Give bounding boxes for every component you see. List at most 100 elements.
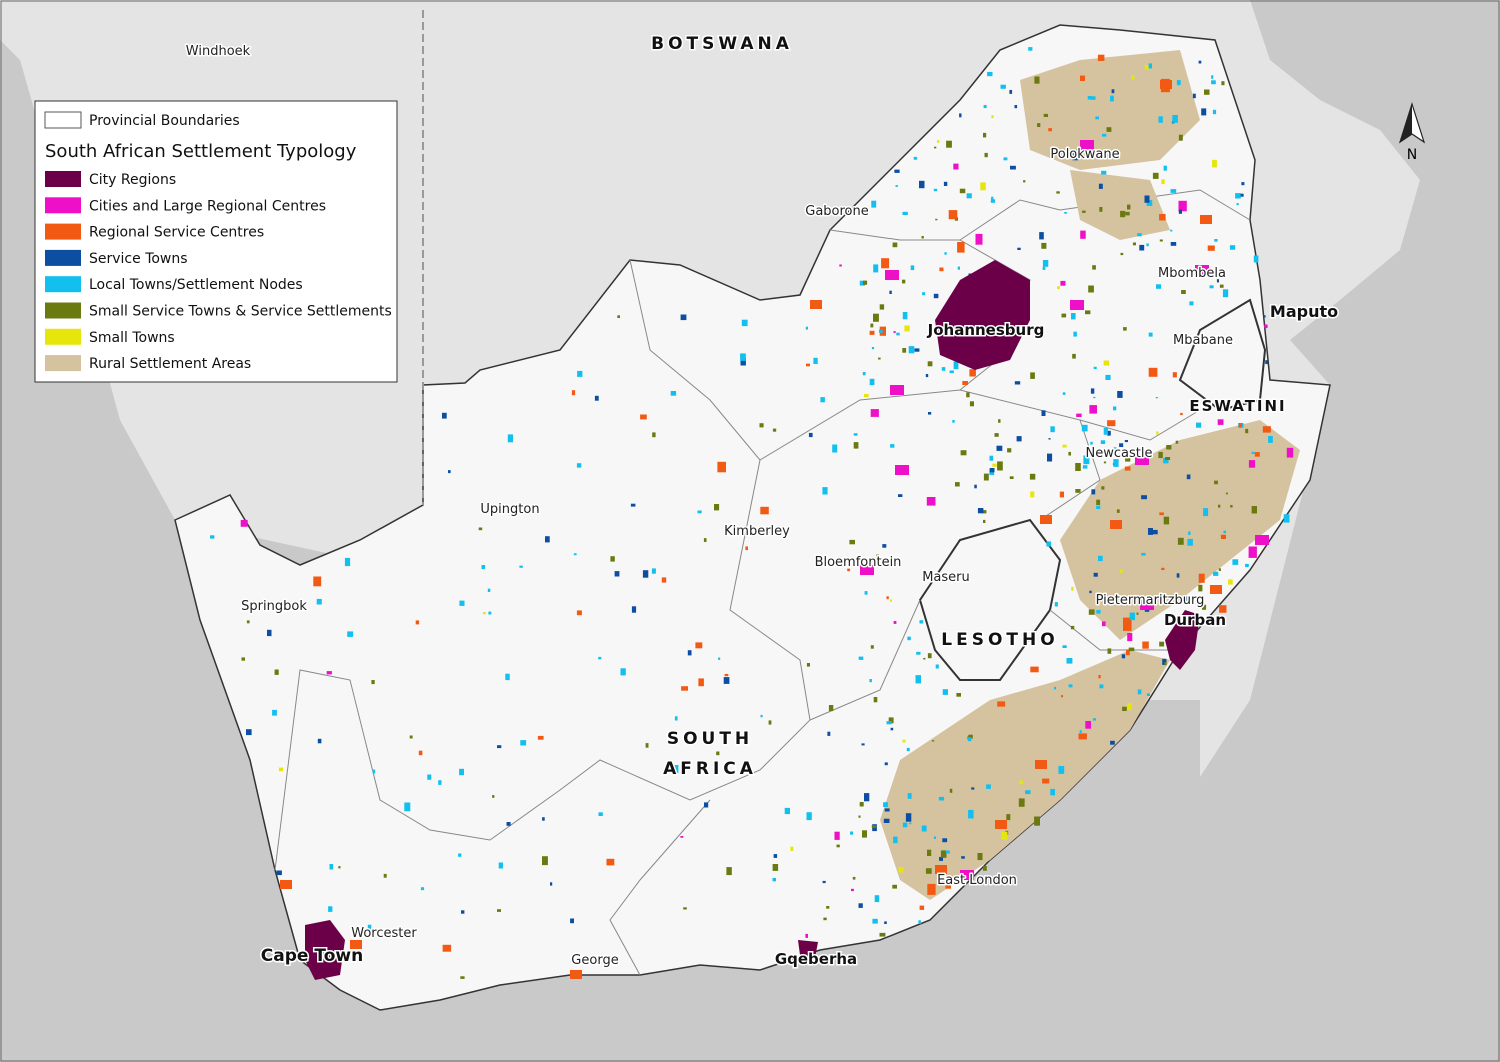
settlement (931, 740, 935, 742)
settlement (863, 280, 868, 285)
legend-swatch (45, 276, 81, 293)
settlement (1144, 195, 1150, 203)
settlement (1211, 80, 1216, 85)
settlement (571, 390, 576, 396)
settlement (1209, 285, 1214, 289)
settlement (942, 838, 948, 843)
settlement (902, 211, 908, 215)
settlement (1103, 461, 1107, 464)
settlement (1214, 480, 1218, 485)
settlement (1178, 209, 1182, 214)
settlement (975, 233, 983, 245)
settlement (1113, 406, 1117, 411)
settlement (888, 717, 894, 724)
settlement (1068, 684, 1073, 688)
settlement (1113, 459, 1119, 467)
settlement (1034, 76, 1040, 84)
settlement (925, 374, 929, 378)
settlement (839, 264, 842, 267)
settlement (991, 115, 994, 119)
settlement (790, 846, 794, 851)
ocean-east (1000, 330, 1500, 1062)
settlement (1127, 633, 1133, 642)
settlement (997, 701, 1006, 707)
settlement (427, 774, 432, 780)
settlement (813, 357, 818, 364)
settlement (1007, 448, 1012, 453)
settlement (1213, 571, 1219, 576)
settlement (1166, 445, 1172, 450)
settlement (570, 918, 574, 924)
settlement (1195, 265, 1209, 275)
settlement (1014, 105, 1018, 109)
settlement (1238, 423, 1242, 428)
settlement (1229, 245, 1236, 250)
settlement (740, 353, 746, 361)
settlement (1068, 451, 1071, 456)
settlement (883, 802, 888, 807)
settlement (881, 258, 890, 269)
settlement (1080, 75, 1085, 81)
settlement (367, 924, 372, 931)
settlement (1030, 666, 1039, 673)
settlement (858, 656, 864, 660)
settlement (1131, 75, 1135, 80)
place-label: Cape Town (261, 946, 363, 966)
settlement (882, 544, 887, 548)
settlement (1111, 89, 1115, 94)
settlement (1152, 172, 1159, 179)
settlement (1125, 211, 1130, 216)
settlement (497, 745, 502, 749)
north-label: N (1407, 147, 1417, 163)
settlement (933, 188, 938, 192)
settlement (1163, 458, 1169, 464)
settlement (1092, 265, 1096, 270)
settlement (1176, 573, 1180, 578)
settlement (1175, 440, 1179, 444)
settlement (1248, 460, 1256, 468)
settlement (1110, 740, 1115, 745)
settlement (1016, 436, 1022, 442)
country-label: SOUTH (667, 729, 753, 749)
settlement (442, 412, 447, 419)
settlement (1107, 648, 1112, 654)
settlement (576, 463, 582, 468)
settlement (697, 510, 702, 514)
settlement (908, 346, 915, 354)
settlement (488, 611, 492, 615)
settlement (889, 290, 892, 294)
legend-swatch (45, 302, 81, 319)
settlement (492, 795, 495, 798)
settlement (1262, 426, 1271, 433)
settlement (1029, 473, 1036, 480)
settlement (1066, 658, 1073, 664)
settlement (718, 657, 721, 660)
settlement (1120, 252, 1124, 256)
settlement (983, 105, 987, 109)
settlement (1098, 675, 1101, 679)
settlement (703, 538, 707, 542)
settlement (1120, 569, 1123, 573)
settlement (1001, 831, 1008, 840)
settlement (1062, 392, 1066, 395)
settlement (326, 671, 332, 675)
settlement (961, 856, 965, 859)
settlement (991, 196, 994, 200)
settlement (1100, 440, 1106, 444)
settlement (996, 445, 1003, 451)
settlement (645, 743, 649, 748)
legend-swatch (45, 355, 81, 372)
settlement (372, 769, 376, 774)
settlement (1178, 134, 1183, 141)
settlement (949, 788, 953, 793)
settlement (893, 331, 896, 333)
settlement (1141, 552, 1146, 556)
settlement (957, 266, 960, 270)
settlement (997, 461, 1003, 471)
settlement (498, 862, 503, 869)
legend-label: Small Towns (89, 330, 175, 346)
settlement (1155, 397, 1158, 399)
settlement (1170, 189, 1177, 193)
settlement (885, 270, 899, 280)
settlement (1189, 301, 1194, 306)
